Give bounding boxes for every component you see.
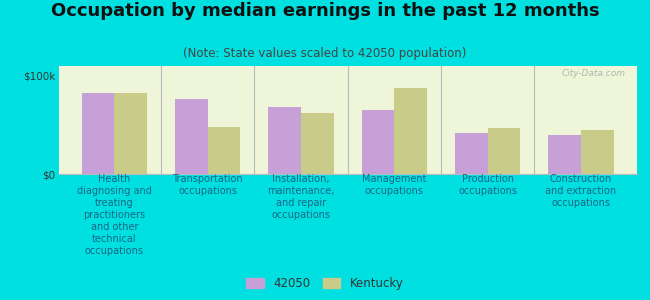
Text: Transportation
occupations: Transportation occupations <box>172 174 243 196</box>
Text: City-Data.com: City-Data.com <box>562 69 625 78</box>
Legend: 42050, Kentucky: 42050, Kentucky <box>244 275 406 292</box>
Bar <box>208 127 240 174</box>
Bar <box>581 130 614 174</box>
Bar <box>268 107 301 174</box>
Text: (Note: State values scaled to 42050 population): (Note: State values scaled to 42050 popu… <box>183 46 467 59</box>
Bar <box>395 88 427 174</box>
Text: Management
occupations: Management occupations <box>362 174 426 196</box>
Text: Installation,
maintenance,
and repair
occupations: Installation, maintenance, and repair oc… <box>267 174 335 220</box>
Text: Production
occupations: Production occupations <box>458 174 517 196</box>
Bar <box>175 99 208 174</box>
Bar <box>455 133 488 174</box>
Bar <box>301 113 333 174</box>
Text: Health
diagnosing and
treating
practitioners
and other
technical
occupations: Health diagnosing and treating practitio… <box>77 174 152 256</box>
Text: Occupation by median earnings in the past 12 months: Occupation by median earnings in the pas… <box>51 2 599 20</box>
Bar <box>362 110 395 174</box>
Bar <box>549 135 581 174</box>
Bar <box>82 94 114 174</box>
Bar <box>488 128 521 174</box>
Bar <box>114 92 147 174</box>
Text: Construction
and extraction
occupations: Construction and extraction occupations <box>545 174 617 208</box>
